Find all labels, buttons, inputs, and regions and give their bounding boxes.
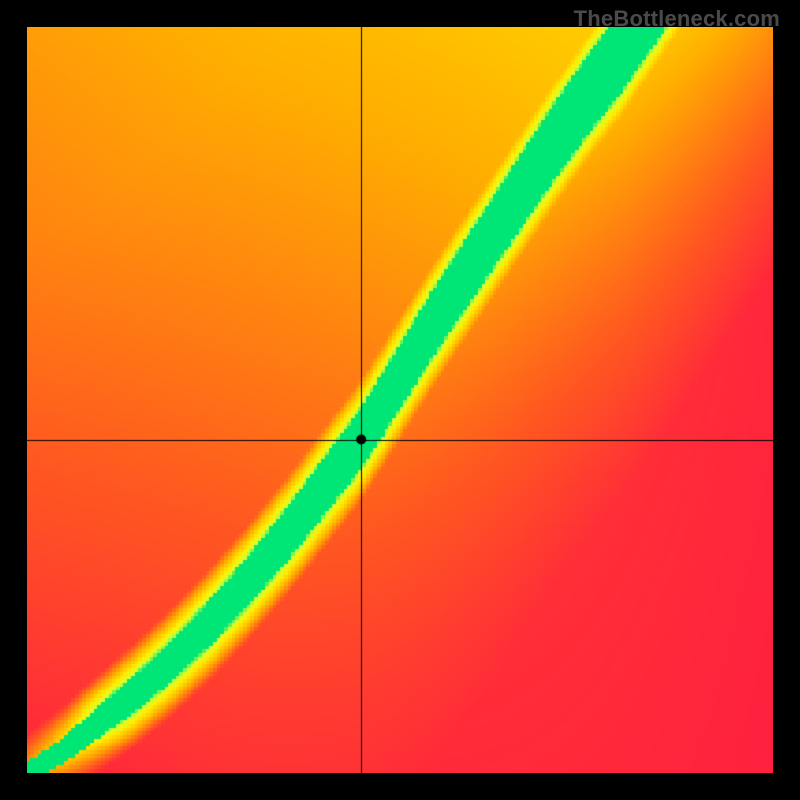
heatmap-canvas xyxy=(27,27,773,773)
chart-frame: TheBottleneck.com xyxy=(0,0,800,800)
heatmap-plot xyxy=(27,27,773,773)
